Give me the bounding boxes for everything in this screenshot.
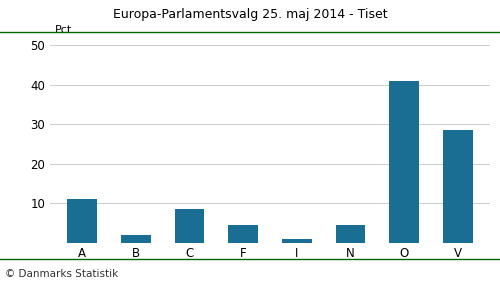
Bar — [336, 225, 365, 243]
Bar — [390, 81, 419, 243]
Bar — [175, 209, 204, 243]
Text: Europa-Parlamentsvalg 25. maj 2014 - Tiset: Europa-Parlamentsvalg 25. maj 2014 - Tis… — [112, 8, 388, 21]
Bar — [228, 225, 258, 243]
Bar — [282, 239, 312, 243]
Text: Pct.: Pct. — [56, 25, 76, 35]
Bar — [121, 235, 150, 243]
Text: © Danmarks Statistik: © Danmarks Statistik — [5, 269, 118, 279]
Bar — [443, 130, 472, 243]
Bar — [68, 199, 97, 243]
